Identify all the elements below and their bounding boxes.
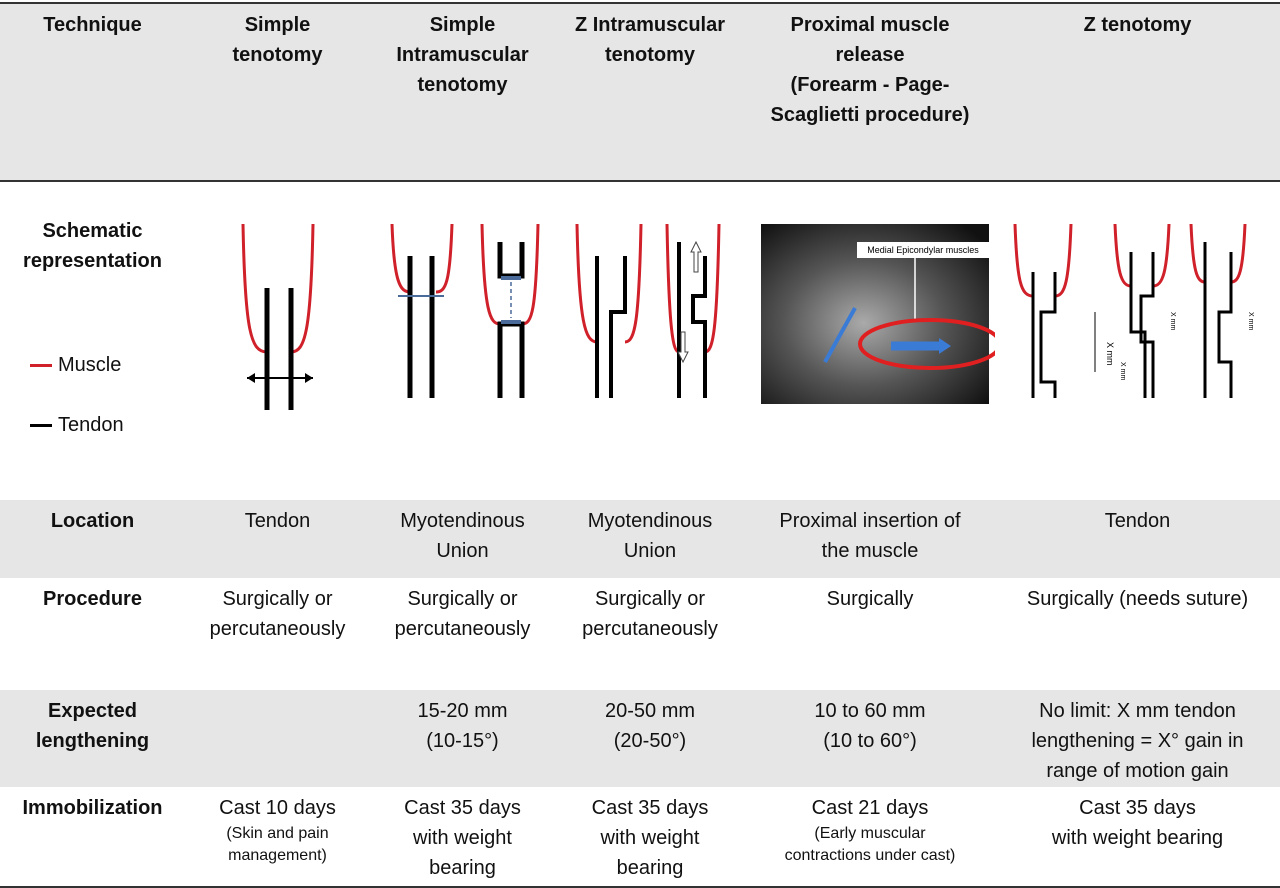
cell-main: Cast 35 days with weight bearing bbox=[592, 797, 709, 879]
cell-note: (Skin and pain management) bbox=[187, 823, 368, 867]
header-cell: Proximal muscle release (Forearm - Page-… bbox=[745, 3, 995, 181]
table-cell: Tendon bbox=[185, 500, 370, 578]
schematic-cell bbox=[370, 181, 555, 500]
immobilization-row: Immobilization Cast 10 days (Skin and pain… bbox=[0, 787, 1280, 887]
table-cell: Surgically (needs suture) bbox=[995, 578, 1280, 690]
table-cell: Tendon bbox=[995, 500, 1280, 578]
schematic-cell: Medial Epicondylar muscles bbox=[745, 181, 995, 500]
schematic-z-intramuscular bbox=[555, 212, 745, 412]
header-cell: Simple tenotomy bbox=[185, 3, 370, 181]
table-cell: Myotendinous Union bbox=[370, 500, 555, 578]
header-cell: Z Intramuscular tenotomy bbox=[555, 3, 745, 181]
legend-item: Muscle bbox=[30, 350, 183, 380]
schematic-xray: Medial Epicondylar muscles bbox=[745, 212, 995, 412]
schematic-row: Schematic representation Muscle Tendon M… bbox=[0, 181, 1280, 500]
legend-item: Tendon bbox=[30, 410, 183, 440]
x-mm-label: X mm bbox=[1119, 362, 1126, 380]
row-label: Location bbox=[0, 500, 185, 578]
table-cell: Myotendinous Union bbox=[555, 500, 745, 578]
legend-label: Muscle bbox=[58, 354, 121, 376]
x-mm-label: X mm bbox=[1247, 312, 1254, 330]
header-row: Technique Simple tenotomy Simple Intramu… bbox=[0, 3, 1280, 181]
table-row: Expected lengthening 15-20 mm (10-15°)20-… bbox=[0, 690, 1280, 787]
cell-main: Cast 21 days bbox=[812, 797, 929, 819]
schematic-simple-intramuscular bbox=[370, 212, 555, 412]
legend: Muscle Tendon bbox=[2, 320, 183, 470]
table-cell: Surgically bbox=[745, 578, 995, 690]
table-cell bbox=[185, 690, 370, 787]
table-cell: 20-50 mm (20-50°) bbox=[555, 690, 745, 787]
schematic-cell bbox=[185, 181, 370, 500]
page: Technique Simple tenotomy Simple Intramu… bbox=[0, 0, 1280, 787]
table-cell: 10 to 60 mm (10 to 60°) bbox=[745, 690, 995, 787]
header-cell: Z tenotomy bbox=[995, 3, 1280, 181]
x-mm-label: X mm bbox=[1105, 342, 1115, 366]
comparison-table: Technique Simple tenotomy Simple Intramu… bbox=[0, 2, 1280, 888]
table-cell: 15-20 mm (10-15°) bbox=[370, 690, 555, 787]
header-cell: Technique bbox=[0, 3, 185, 181]
cell-main: Cast 10 days bbox=[219, 797, 336, 819]
header-cell: Simple Intramuscular tenotomy bbox=[370, 3, 555, 181]
legend-label: Tendon bbox=[58, 414, 124, 436]
table-cell: No limit: X mm tendon lengthening = X° g… bbox=[995, 690, 1280, 787]
table-cell: Surgically or percutaneously bbox=[555, 578, 745, 690]
row-label: Procedure bbox=[0, 578, 185, 690]
cell-main: Cast 35 days with weight bearing bbox=[1052, 797, 1223, 849]
cell-note: (Early muscular contractions under cast) bbox=[747, 823, 993, 867]
x-mm-label: X mm bbox=[1169, 312, 1176, 330]
table-cell: Cast 21 days (Early muscular contractions… bbox=[745, 787, 995, 887]
row-label: Immobilization bbox=[0, 787, 185, 887]
table-cell: Surgically or percutaneously bbox=[370, 578, 555, 690]
table-cell: Cast 35 days with weight bearing bbox=[995, 787, 1280, 887]
table-cell: Cast 35 days with weight bearing bbox=[555, 787, 745, 887]
schematic-simple bbox=[185, 212, 370, 412]
table-cell: Surgically or percutaneously bbox=[185, 578, 370, 690]
table-cell: Cast 35 days with weight bearing bbox=[370, 787, 555, 887]
schematic-z-tenotomy: X mm X mm X mm X mm bbox=[995, 212, 1280, 412]
row-label-cell: Schematic representation Muscle Tendon bbox=[0, 181, 185, 500]
table-cell: Cast 10 days (Skin and pain management) bbox=[185, 787, 370, 887]
schematic-cell bbox=[555, 181, 745, 500]
row-label: Schematic representation bbox=[2, 216, 183, 276]
row-label: Expected lengthening bbox=[0, 690, 185, 787]
xray-label: Medial Epicondylar muscles bbox=[867, 245, 979, 255]
schematic-cell: X mm X mm X mm X mm bbox=[995, 181, 1280, 500]
cell-main: Cast 35 days with weight bearing bbox=[404, 797, 521, 879]
table-cell: Proximal insertion of the muscle bbox=[745, 500, 995, 578]
